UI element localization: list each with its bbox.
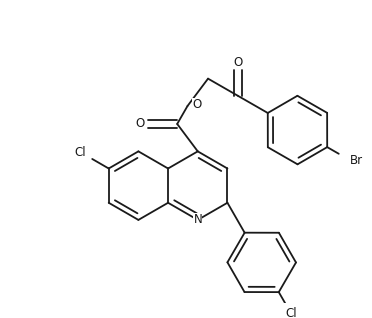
- Text: O: O: [233, 56, 243, 69]
- Text: Br: Br: [350, 154, 363, 167]
- Text: O: O: [136, 117, 145, 130]
- Text: Cl: Cl: [285, 307, 297, 318]
- Text: O: O: [192, 98, 202, 111]
- Text: Cl: Cl: [75, 146, 87, 159]
- Text: N: N: [193, 213, 202, 226]
